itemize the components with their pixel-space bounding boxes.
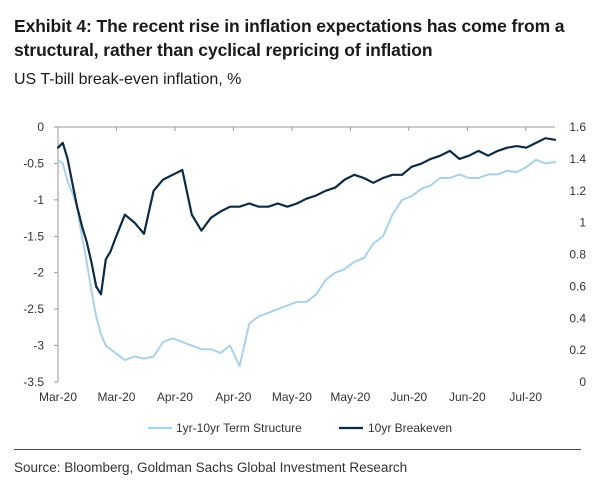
left-tick-label: -0.5 [23, 156, 44, 170]
series-line-term-structure [57, 158, 556, 367]
left-tick-label: -2.5 [23, 302, 44, 316]
x-tick-label: Jul-20 [509, 390, 542, 404]
right-tick-label: 0 [579, 375, 586, 389]
plot-frame [57, 126, 555, 382]
right-tick-label: 1.2 [569, 184, 586, 198]
x-tick-label: Mar-20 [97, 390, 135, 404]
legend: 1yr-10yr Term Structure 10yr Breakeven [148, 421, 452, 435]
right-tick-label: 0.6 [569, 279, 586, 293]
right-tick-label: 1.4 [569, 152, 586, 166]
x-ticks: Mar-20 Mar-20 Apr-20 Apr-20 May-20 May-20 Jun-… [39, 127, 542, 404]
x-tick-label: Apr-20 [215, 390, 251, 404]
right-tick-label: 0.2 [569, 343, 586, 357]
left-tick-label: -1 [33, 193, 44, 207]
right-tick-label: 1 [579, 216, 586, 230]
x-tick-label: Apr-20 [157, 390, 193, 404]
right-y-ticks: 1.6 1.4 1.2 1 0.8 0.6 0.4 0.2 0 [569, 120, 586, 389]
left-tick-label: 0 [37, 120, 44, 134]
series-lines [56, 137, 557, 367]
series-line-10yr-breakeven [56, 137, 557, 296]
x-tick-label: Jun-20 [390, 390, 427, 404]
x-tick-label: Jun-20 [449, 390, 486, 404]
legend-label: 1yr-10yr Term Structure [176, 421, 302, 435]
left-tick-label: -3 [33, 339, 44, 353]
footer-divider [14, 449, 581, 450]
right-tick-label: 1.6 [569, 120, 586, 134]
left-y-ticks: 0 -0.5 -1 -1.5 -2 -2.5 -3 -3.5 [23, 120, 58, 389]
source-note: Source: Bloomberg, Goldman Sachs Global … [14, 460, 408, 475]
x-tick-label: Mar-20 [39, 390, 77, 404]
left-tick-label: -2 [33, 266, 44, 280]
left-tick-label: -1.5 [23, 229, 44, 243]
right-tick-label: 0.4 [569, 311, 586, 325]
right-tick-label: 0.8 [569, 248, 586, 262]
chart-subtitle: US T-bill break-even inflation, % [14, 71, 242, 88]
legend-label: 10yr Breakeven [368, 421, 452, 435]
chart-title: Exhibit 4: The recent rise in inflation … [14, 16, 565, 60]
x-tick-label: May-20 [330, 390, 370, 404]
left-tick-label: -3.5 [23, 375, 44, 389]
x-tick-label: May-20 [272, 390, 312, 404]
